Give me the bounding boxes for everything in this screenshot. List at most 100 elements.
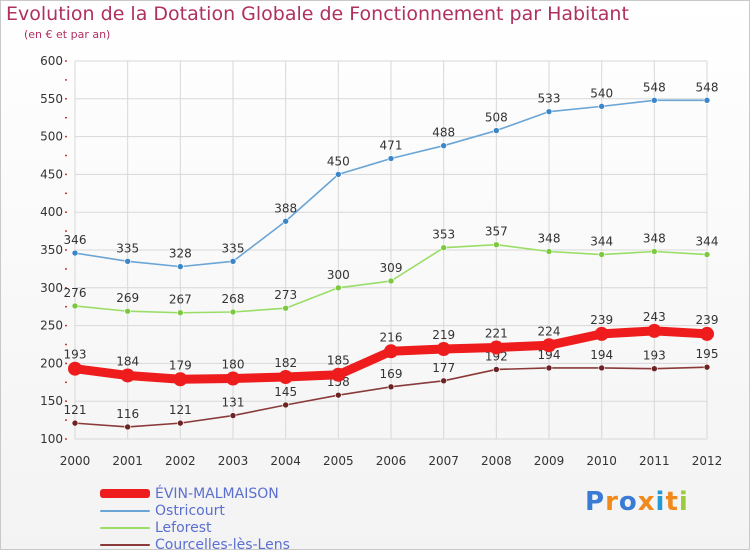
data-label: 239 bbox=[590, 313, 613, 327]
data-point bbox=[71, 419, 79, 427]
data-label: 267 bbox=[169, 293, 192, 307]
data-label: 335 bbox=[116, 241, 139, 255]
data-label: 548 bbox=[696, 80, 719, 94]
data-label: 169 bbox=[380, 367, 403, 381]
data-point bbox=[384, 344, 398, 359]
data-label: 239 bbox=[696, 313, 719, 327]
data-point bbox=[440, 142, 447, 149]
data-label: 195 bbox=[696, 347, 719, 361]
data-point bbox=[173, 372, 188, 387]
data-label: 182 bbox=[274, 356, 297, 370]
data-point bbox=[651, 97, 658, 104]
data-point bbox=[229, 412, 237, 419]
data-point bbox=[278, 370, 293, 385]
data-label: 353 bbox=[432, 228, 455, 242]
data-point bbox=[124, 307, 131, 315]
data-point bbox=[493, 127, 500, 134]
legend-swatch bbox=[100, 527, 150, 529]
x-tick-label: 2003 bbox=[218, 454, 249, 468]
y-tick-label: 150 bbox=[40, 394, 63, 408]
data-point bbox=[229, 258, 237, 265]
data-label: 116 bbox=[116, 407, 139, 421]
data-label: 219 bbox=[432, 328, 455, 342]
data-label: 194 bbox=[590, 348, 613, 362]
logo-letter: i bbox=[678, 487, 689, 517]
data-label: 184 bbox=[116, 354, 139, 368]
data-label: 344 bbox=[590, 235, 613, 249]
data-label: 471 bbox=[380, 139, 403, 153]
data-point bbox=[703, 97, 711, 104]
y-tick-label: 100 bbox=[40, 432, 63, 446]
data-point bbox=[489, 340, 504, 355]
chart-subtitle: (en € et par an) bbox=[24, 28, 111, 41]
x-tick-label: 2008 bbox=[481, 454, 512, 468]
data-point bbox=[545, 364, 553, 372]
data-point bbox=[598, 364, 605, 372]
data-label: 193 bbox=[64, 348, 87, 362]
data-point bbox=[177, 263, 184, 270]
data-label: 450 bbox=[327, 154, 350, 168]
data-label: 328 bbox=[169, 247, 192, 261]
data-point bbox=[335, 391, 342, 399]
data-point bbox=[436, 342, 451, 357]
logo-letter: P bbox=[585, 487, 606, 517]
legend-label: Courcelles-lès-Lens bbox=[155, 537, 290, 553]
data-point bbox=[545, 248, 553, 255]
data-label: 192 bbox=[485, 349, 508, 363]
data-label: 131 bbox=[222, 396, 245, 410]
data-label: 180 bbox=[222, 358, 245, 372]
data-label: 388 bbox=[274, 201, 297, 215]
data-label: 268 bbox=[222, 292, 245, 306]
legend-label: Leforest bbox=[155, 520, 212, 536]
data-point bbox=[71, 249, 79, 257]
data-point bbox=[647, 323, 662, 338]
data-point bbox=[594, 326, 609, 341]
data-label: 348 bbox=[538, 232, 561, 246]
logo-letter: t bbox=[665, 487, 679, 517]
legend-swatch bbox=[100, 489, 150, 498]
data-label: 357 bbox=[485, 225, 508, 239]
data-point bbox=[700, 326, 714, 341]
x-tick-label: 2005 bbox=[323, 454, 354, 468]
y-tick-label: 600 bbox=[40, 54, 63, 68]
data-point bbox=[124, 423, 131, 431]
data-point bbox=[120, 368, 135, 383]
y-tick-label: 500 bbox=[40, 130, 63, 144]
x-tick-label: 2004 bbox=[270, 454, 301, 468]
data-point bbox=[440, 377, 447, 385]
data-point bbox=[68, 361, 82, 376]
y-tick-label: 400 bbox=[40, 205, 63, 219]
data-point bbox=[229, 308, 237, 316]
data-label: 540 bbox=[590, 86, 613, 100]
data-label: 276 bbox=[64, 286, 87, 300]
data-point bbox=[493, 366, 500, 373]
data-label: 121 bbox=[169, 403, 192, 417]
data-point bbox=[703, 251, 711, 258]
data-label: 243 bbox=[643, 310, 666, 324]
logo-letter: x bbox=[637, 487, 656, 517]
legend-swatch bbox=[100, 510, 150, 512]
data-point bbox=[387, 277, 395, 285]
y-tick-label: 350 bbox=[40, 243, 63, 257]
data-point bbox=[282, 401, 289, 409]
data-label: 488 bbox=[432, 126, 455, 140]
logo-letter: r bbox=[605, 487, 619, 517]
x-tick-label: 2002 bbox=[165, 454, 196, 468]
y-tick-label: 250 bbox=[40, 319, 63, 333]
data-label: 335 bbox=[222, 241, 245, 255]
data-label: 344 bbox=[696, 235, 719, 249]
y-tick-label: 200 bbox=[40, 356, 63, 370]
data-point bbox=[335, 171, 342, 178]
data-point bbox=[387, 383, 395, 391]
data-point bbox=[177, 309, 184, 317]
data-point bbox=[226, 371, 240, 386]
data-label: 508 bbox=[485, 111, 508, 125]
legend-label: Ostricourt bbox=[155, 503, 225, 519]
data-label: 193 bbox=[643, 349, 666, 363]
data-point bbox=[177, 419, 184, 427]
chart-title: Evolution de la Dotation Globale de Fonc… bbox=[6, 3, 629, 25]
data-point bbox=[651, 365, 658, 372]
data-label: 346 bbox=[64, 233, 87, 247]
